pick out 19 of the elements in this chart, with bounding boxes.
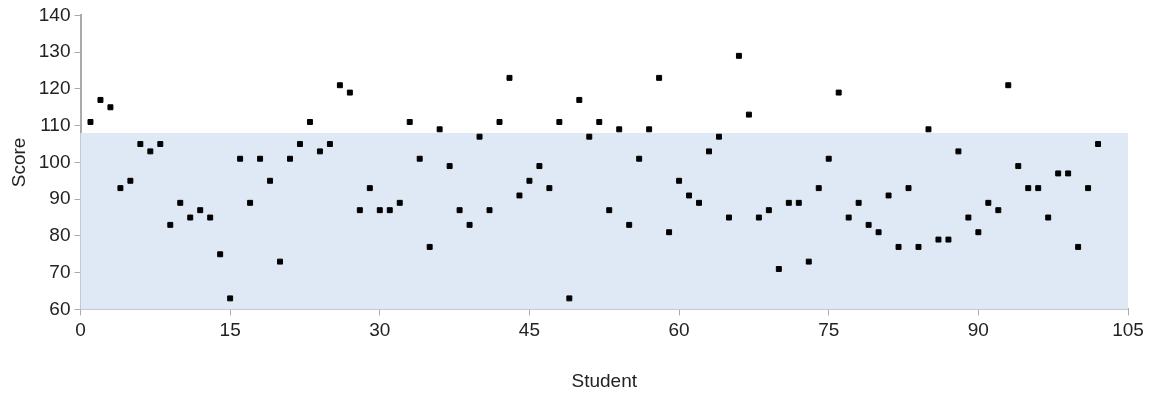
y-tick-label: 70 — [49, 260, 71, 282]
y-tick-label: 90 — [49, 187, 71, 209]
x-tick-label: 0 — [75, 319, 86, 341]
y-tick-label: 140 — [38, 3, 71, 25]
x-tick-label: 105 — [1112, 319, 1144, 341]
y-tick-label: 80 — [49, 224, 71, 246]
x-tick-label: 15 — [219, 319, 241, 341]
y-tick-label: 130 — [38, 40, 71, 62]
y-tick-label: 110 — [40, 113, 71, 135]
y-axis-title: Score — [7, 137, 29, 188]
x-tick-label: 45 — [518, 319, 540, 341]
x-axis-title: Student — [571, 369, 638, 391]
x-tick-label: 75 — [818, 319, 840, 341]
x-tick-label: 30 — [369, 319, 391, 341]
x-tick-label: 90 — [967, 319, 989, 341]
y-tick-label: 100 — [38, 150, 71, 172]
y-tick-label: 60 — [49, 297, 71, 319]
x-tick-label: 60 — [668, 319, 690, 341]
y-tick-label: 120 — [38, 77, 71, 99]
